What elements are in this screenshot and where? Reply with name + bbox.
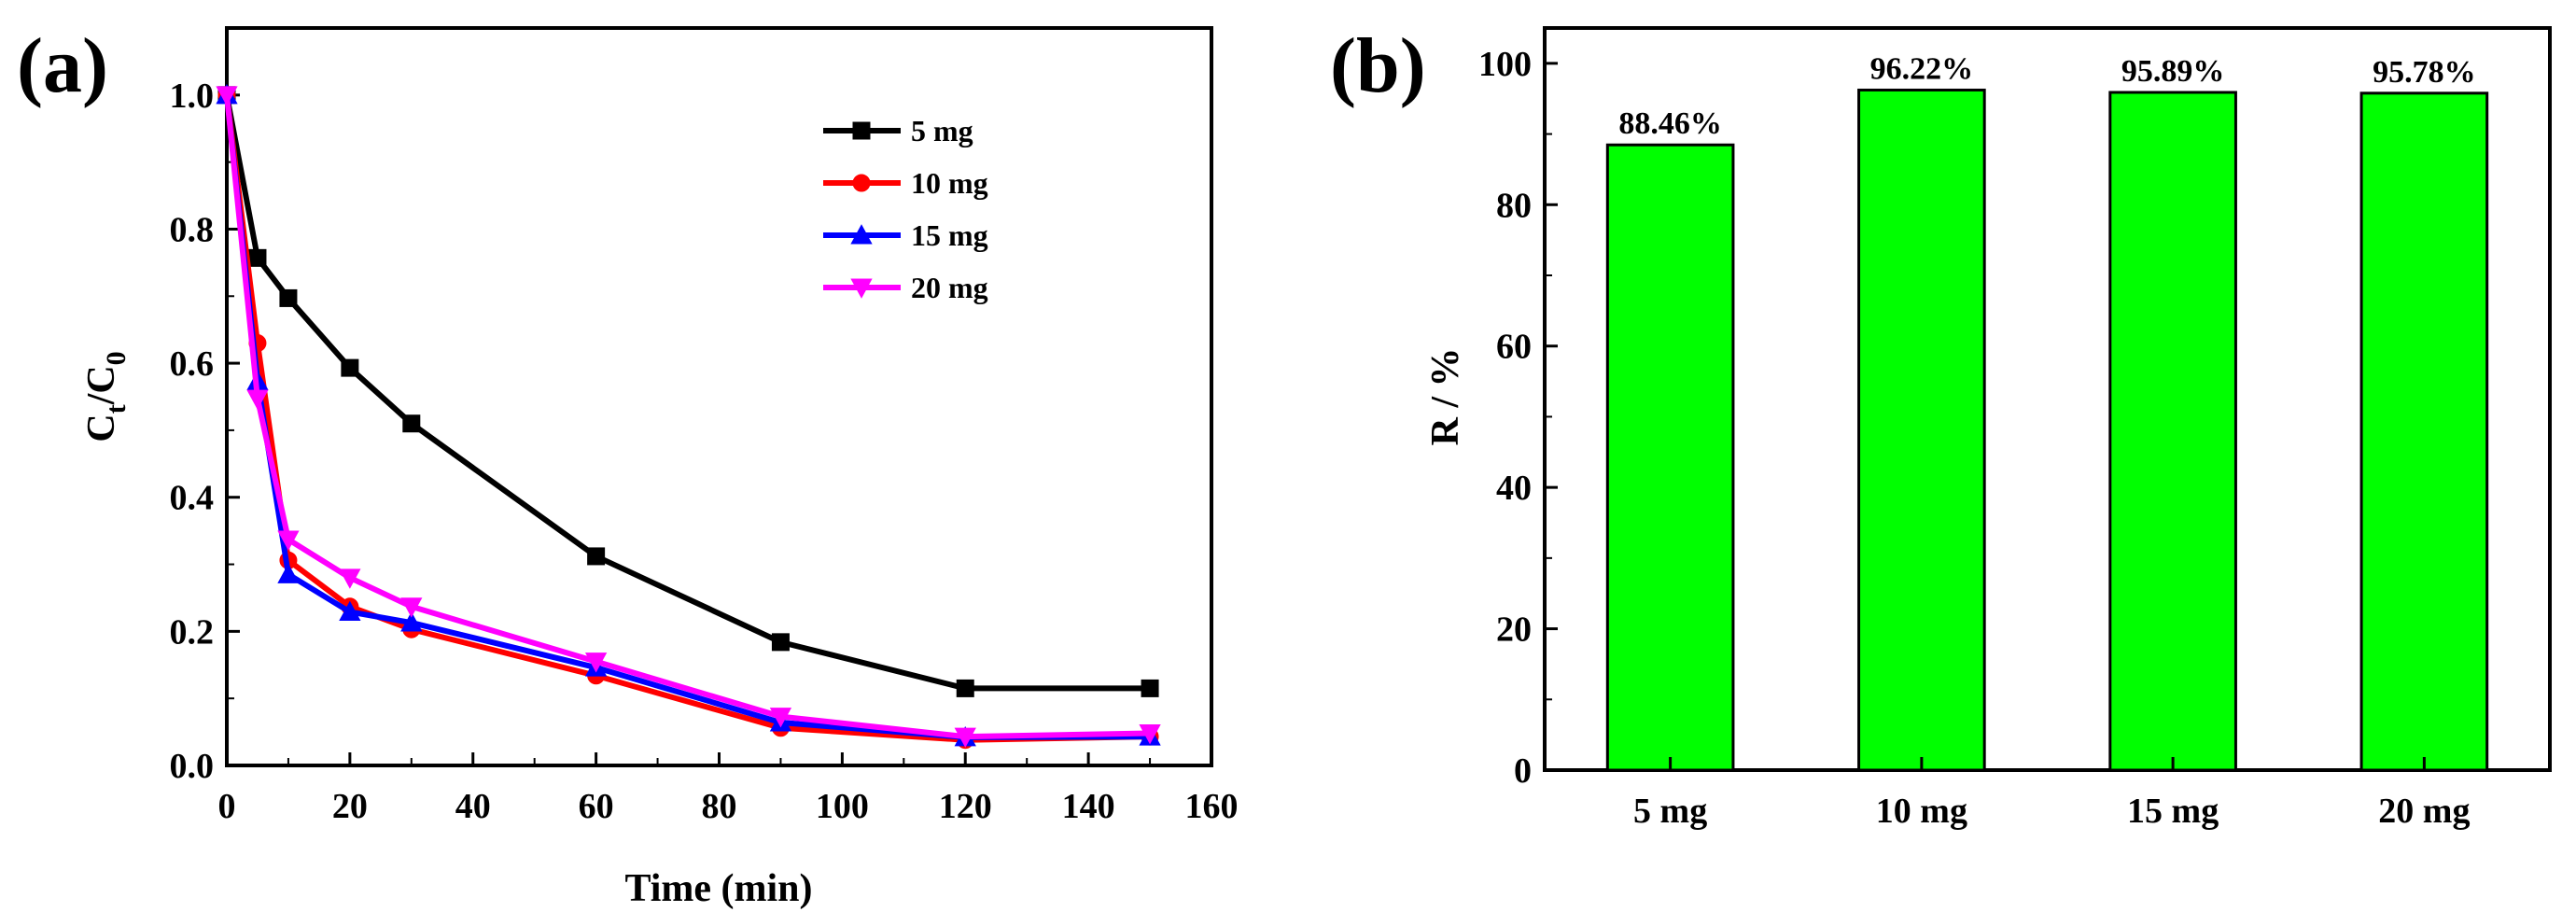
legend-a: 5 mg 10 mg 15 mg 20 mg: [823, 114, 988, 304]
bar-value-label: 95.78%: [2373, 55, 2476, 90]
series-line: [224, 94, 1151, 743]
bar-value-label: 88.46%: [1618, 106, 1722, 141]
y-axis-b: 0 20 40 60 80 100: [1478, 45, 1558, 791]
panel-a-label: (a): [17, 22, 108, 109]
x-tick-label-b: 5 mg: [1633, 792, 1707, 831]
marker-triangle-up: [400, 611, 423, 632]
legend-label: 15 mg: [911, 218, 988, 252]
y-tick-label-a: 1.0: [170, 77, 215, 116]
y-title-sub2: 0: [101, 351, 132, 365]
marker-square: [341, 358, 359, 377]
series-line: [224, 94, 1151, 740]
x-tick-label-a: 60: [579, 787, 614, 826]
legend-item: 20 mg: [823, 271, 988, 304]
marker-triangle-down: [339, 568, 361, 589]
panel-a-line-chart: (a) 0.0 0.2 0.4 0.6 0.8 1.0 0 20 40 60 80 100 120 14…: [17, 22, 1239, 910]
marker-triangle-down: [584, 652, 608, 673]
x-tick-label-a: 100: [816, 787, 869, 826]
bar: [1857, 88, 1986, 772]
x-tick-label-a: 20: [332, 787, 368, 826]
x-tick-label-a: 80: [702, 787, 737, 826]
bar: [2359, 91, 2489, 772]
y-tick-label-b: 0: [1514, 751, 1532, 791]
panel-b-label: (b): [1330, 22, 1426, 109]
bar-value-label: 96.22%: [1870, 51, 1974, 86]
bar: [1605, 143, 1735, 772]
y-axis-title-b: R / %: [1424, 348, 1467, 446]
y-tick-label-a: 0.2: [170, 612, 215, 652]
y-title-main: C: [80, 414, 123, 442]
marker-triangle-down: [277, 530, 300, 551]
y-title-sub1: t: [101, 404, 132, 414]
series-group-a: [216, 83, 1161, 750]
y-tick-label-b: 100: [1478, 45, 1532, 84]
marker-triangle-up: [850, 224, 873, 245]
y-axis-a: 0.0 0.2 0.4 0.6 0.8 1.0: [170, 27, 240, 786]
y-tick-label-b: 60: [1496, 328, 1532, 367]
bar-value-label: 95.89%: [2121, 54, 2225, 89]
marker-triangle-down: [246, 389, 269, 410]
y-tick-label-b: 40: [1496, 469, 1532, 508]
marker-square: [587, 547, 606, 566]
series-line: [224, 94, 1151, 740]
x-tick-label-b: 10 mg: [1876, 792, 1967, 831]
marker-triangle-down: [400, 597, 423, 618]
x-tick-label-b: 15 mg: [2127, 792, 2219, 831]
x-tick-label-a: 120: [939, 787, 992, 826]
x-tick-label-a: 40: [455, 787, 491, 826]
marker-triangle-down: [769, 708, 792, 728]
legend-label: 5 mg: [911, 114, 973, 147]
marker-square: [279, 288, 298, 307]
series-10-mg: [217, 86, 1159, 750]
series-20-mg: [216, 86, 1161, 748]
y-title-sep: /C: [80, 365, 123, 405]
marker-square: [402, 414, 421, 433]
series-5-mg: [217, 86, 1159, 697]
bars-b: 88.46% 5 mg 96.22% 10 mg 95.89% 15 mg 95.78% 20…: [1605, 51, 2489, 831]
y-tick-label-a: 0.6: [170, 344, 215, 384]
x-axis-title-a: Time (min): [624, 867, 812, 910]
panel-b-bar-chart: (b) 0 20 40 60 80 100 88.46% 5 mg 96.22% 10 mg 95…: [1330, 22, 2552, 831]
marker-square: [771, 633, 790, 652]
marker-triangle-down: [954, 727, 976, 748]
y-tick-label-a: 0.0: [170, 747, 215, 786]
x-axis-a: 0 20 40 60 80 100 120 140 160: [218, 752, 1239, 826]
marker-square: [852, 121, 871, 140]
marker-triangle-down: [850, 278, 873, 299]
legend-item: 5 mg: [823, 114, 973, 147]
x-tick-label-a: 160: [1185, 787, 1239, 826]
plot-frame-a: [225, 26, 1213, 767]
x-tick-label-a: 140: [1062, 787, 1115, 826]
marker-circle: [852, 174, 871, 192]
marker-triangle-up: [339, 600, 361, 622]
y-tick-label-b: 20: [1496, 610, 1532, 650]
y-axis-title-a: Ct/C0: [80, 351, 132, 442]
marker-square: [1141, 679, 1159, 697]
y-tick-label-a: 0.4: [170, 479, 215, 518]
x-tick-label-b: 20 mg: [2378, 792, 2470, 831]
bar: [2108, 91, 2237, 772]
series-15-mg: [216, 83, 1161, 747]
marker-square: [248, 248, 267, 267]
legend-item: 15 mg: [823, 218, 988, 252]
marker-triangle-up: [277, 563, 300, 583]
legend-item: 10 mg: [823, 166, 988, 200]
y-tick-label-b: 80: [1496, 186, 1532, 225]
legend-label: 20 mg: [911, 271, 988, 304]
marker-square: [956, 679, 974, 697]
series-line: [224, 94, 1151, 692]
x-tick-label-a: 0: [218, 787, 236, 826]
marker-triangle-down: [1139, 724, 1161, 745]
marker-triangle-down: [216, 86, 238, 106]
legend-label: 10 mg: [911, 166, 988, 200]
plot-frame-b: [1543, 26, 2552, 772]
y-tick-label-a: 0.8: [170, 210, 215, 249]
